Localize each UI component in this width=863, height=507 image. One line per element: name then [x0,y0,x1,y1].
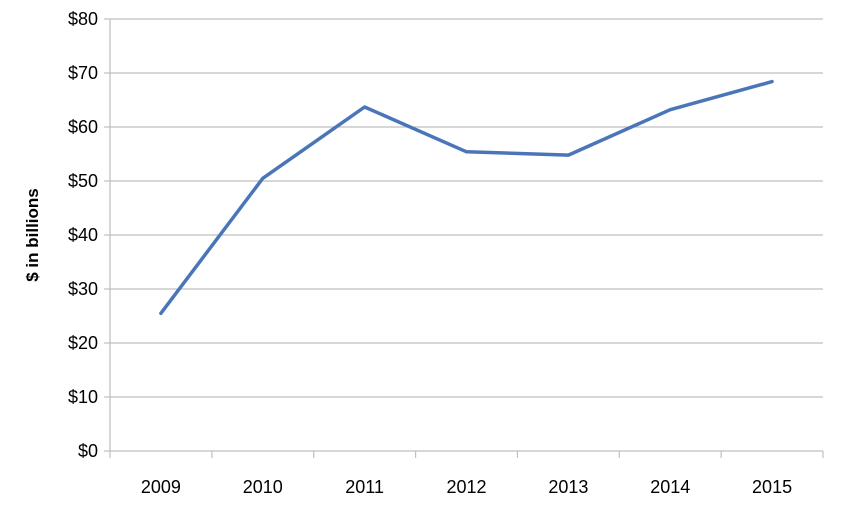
axes [104,18,824,458]
y-tick-labels: $0 $10 $20 $30 $40 $50 $60 $70 $80 [68,9,98,461]
x-tick-label: 2011 [345,477,384,497]
series-line [159,79,774,316]
y-tick-label: $50 [68,171,98,191]
x-tick-label: 2012 [446,477,486,497]
x-tick-label: 2014 [650,477,690,497]
gridlines [110,18,823,398]
y-tick-label: $60 [68,117,98,137]
series-lines [159,79,774,316]
y-axis-title: $ in billions [23,188,42,282]
y-tick-label: $20 [68,333,98,353]
x-tick-labels: 2009 2010 2011 2012 2013 2014 2015 [141,477,792,497]
y-tick-label: $10 [68,387,98,407]
x-tick-label: 2015 [752,477,792,497]
x-tick-label: 2013 [548,477,588,497]
y-tick-label: $40 [68,225,98,245]
x-tick-label: 2009 [141,477,181,497]
y-tick-label: $70 [68,63,98,83]
y-tick-label: $80 [68,9,98,29]
y-tick-label: $0 [78,441,98,461]
x-tick-label: 2010 [243,477,283,497]
y-tick-label: $30 [68,279,98,299]
